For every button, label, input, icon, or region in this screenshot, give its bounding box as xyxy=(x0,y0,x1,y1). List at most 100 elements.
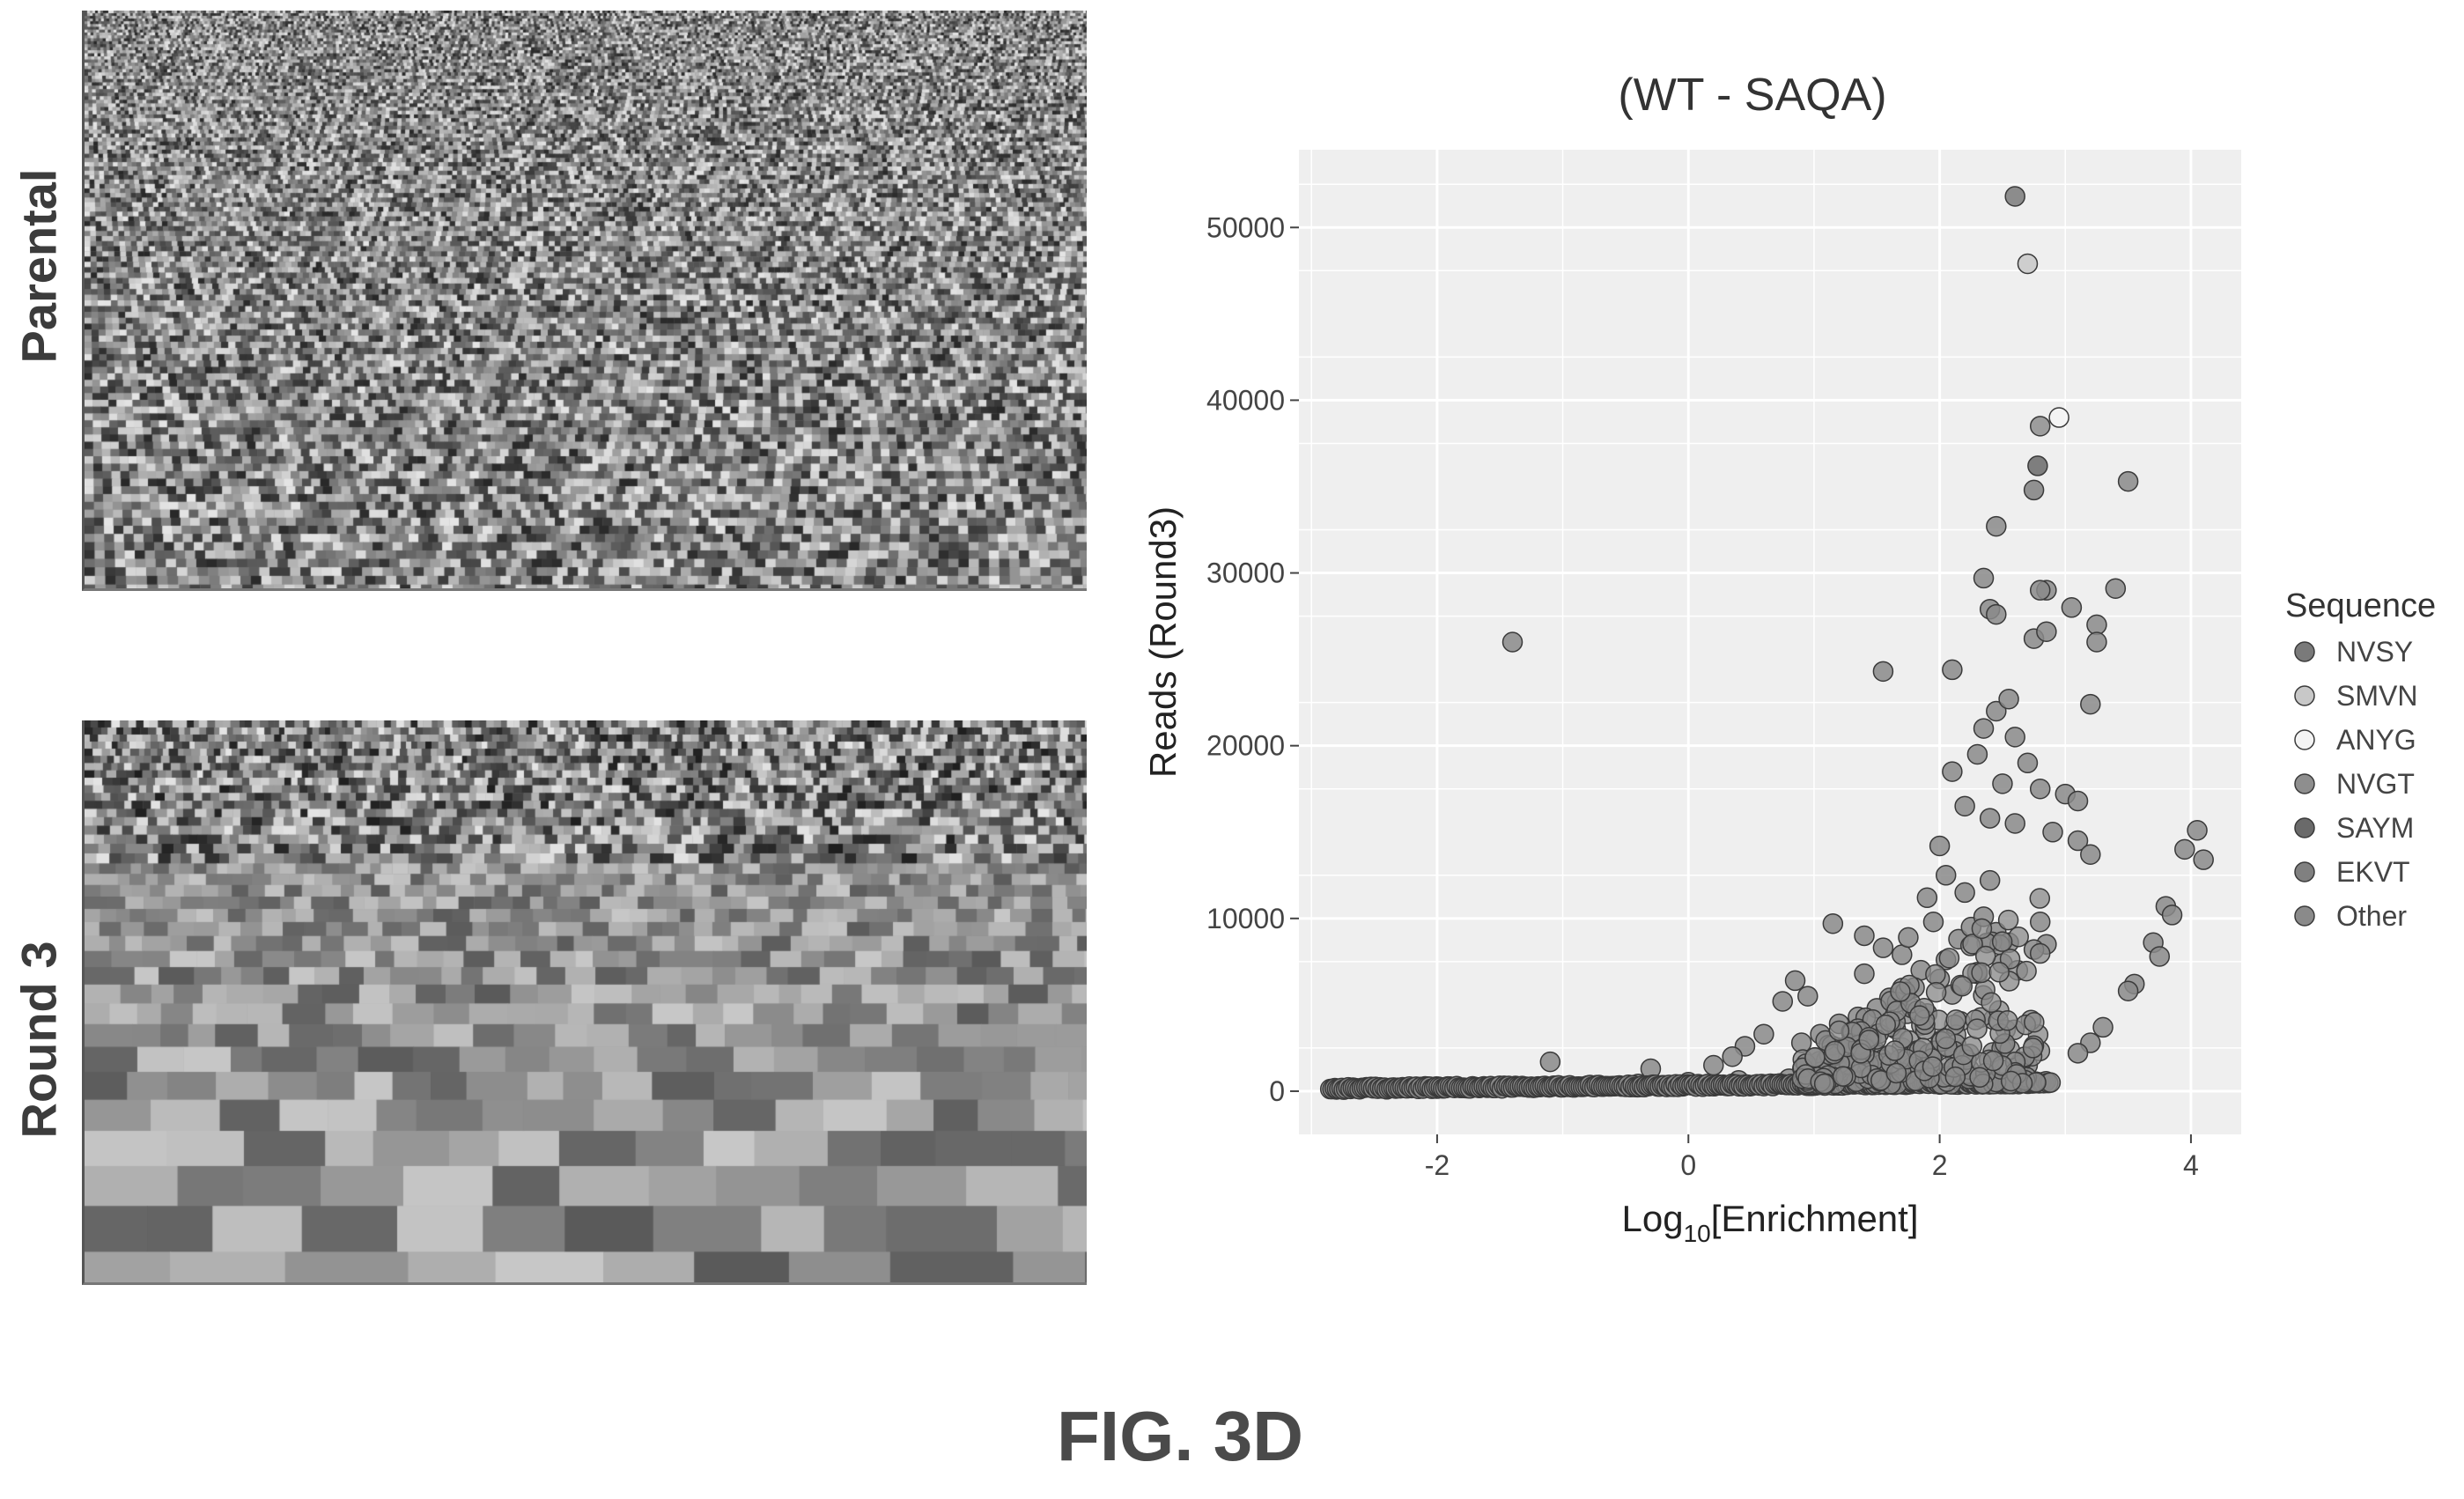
chart-title: (WT - SAQA) xyxy=(1618,70,1886,121)
data-point-other xyxy=(2149,946,2171,967)
data-point-other xyxy=(1875,1014,1897,1036)
y-tick-label: 20000 xyxy=(1206,730,1285,762)
data-point-other xyxy=(1966,743,1988,765)
data-point-other xyxy=(1703,1054,1724,1076)
data-point-other xyxy=(1954,882,1975,904)
data-point-other xyxy=(1922,911,1944,933)
data-point-other xyxy=(1929,835,1951,857)
legend-label-nvsy: NVSY xyxy=(2336,636,2413,668)
x-tick-label: 2 xyxy=(1932,1149,1948,1181)
data-point-other xyxy=(1973,567,1995,589)
data-point-other xyxy=(1998,688,2019,710)
y-axis-ticks: 0 10000 20000 30000 40000 50000 xyxy=(1206,211,1299,1107)
legend-items: NVSY SMVN ANYG NVGT SAYM EKVT Other xyxy=(2294,636,2417,932)
data-point-other xyxy=(1951,975,1973,997)
data-point-other xyxy=(1872,937,1894,958)
data-point-other xyxy=(1784,970,1806,992)
data-point-other xyxy=(2017,752,2039,774)
y-tick-label: 10000 xyxy=(1206,903,1285,934)
data-point-other xyxy=(2080,693,2101,715)
y-tick-label: 0 xyxy=(1269,1075,1285,1107)
data-point-other xyxy=(1996,1009,2018,1031)
data-point-other xyxy=(1945,1009,1966,1030)
data-point-other xyxy=(2016,960,2037,982)
data-point-other xyxy=(1890,981,1911,1002)
data-point-other xyxy=(1961,1036,1983,1057)
y-tick-label: 30000 xyxy=(1206,558,1285,589)
data-point-other xyxy=(1854,963,1875,985)
data-point-other xyxy=(1885,1062,1907,1084)
data-point-other xyxy=(1986,700,2007,722)
data-point-other xyxy=(1979,808,2001,829)
legend-label-nvgt: NVGT xyxy=(2336,768,2415,800)
data-point-other xyxy=(1772,991,1794,1012)
x-tick-label: 0 xyxy=(1680,1149,1696,1181)
x-axis-title-main: Log xyxy=(1622,1198,1684,1239)
data-point-other xyxy=(1797,986,1818,1007)
data-point-other xyxy=(1988,962,2010,983)
legend-key-ekvt xyxy=(2294,861,2315,882)
parental-heatmap-canvas xyxy=(85,11,1087,588)
grid-lines xyxy=(1299,150,2241,1134)
data-point-other xyxy=(1892,944,1913,965)
data-point-other xyxy=(2029,942,2051,964)
data-point-other xyxy=(1966,1018,1988,1039)
y-tick-label: 40000 xyxy=(1206,384,1285,416)
data-point-anyg xyxy=(2048,407,2069,428)
legend-key-anyg xyxy=(2294,729,2315,750)
data-point-other xyxy=(1833,1066,1854,1087)
data-point-other xyxy=(1898,927,1919,949)
data-point-other xyxy=(1908,1005,1930,1026)
data-point-other xyxy=(1954,795,1975,817)
data-point-other xyxy=(2174,838,2195,860)
data-point-other xyxy=(1824,1040,1846,1062)
data-point-other xyxy=(1501,631,1523,653)
data-point-other xyxy=(2067,1043,2089,1064)
data-point-other xyxy=(1722,1045,1743,1067)
data-point-other xyxy=(2029,888,2051,909)
data-point-other xyxy=(1986,603,2007,625)
legend-label-other: Other xyxy=(2336,900,2407,932)
data-point-other xyxy=(2193,849,2214,870)
data-point-other xyxy=(2105,578,2127,599)
legend-key-other xyxy=(2294,905,2315,927)
data-point-other xyxy=(2067,790,2089,812)
data-point-other xyxy=(2029,778,2051,800)
legend-key-nvsy xyxy=(2294,641,2315,662)
data-point-other xyxy=(1925,981,1947,1003)
x-tick-label: 4 xyxy=(2183,1149,2199,1181)
data-point-other xyxy=(1997,909,2019,931)
data-point-other xyxy=(1935,1028,1957,1050)
legend-label-ekvt: EKVT xyxy=(2336,856,2410,888)
legend: Sequence NVSY SMVN ANYG NVGT SAYM EKVT Other xyxy=(2285,587,2436,932)
data-point-other xyxy=(1942,659,1963,681)
round3-heatmap xyxy=(82,720,1087,1285)
data-point-other xyxy=(2004,727,2025,748)
data-point-other xyxy=(1992,773,2013,794)
data-point-other xyxy=(1916,887,1938,909)
data-point-other xyxy=(2061,597,2083,618)
data-point-other xyxy=(1813,1073,1835,1095)
legend-key-saym xyxy=(2294,817,2315,838)
x-axis-title: Log10[Enrichment] xyxy=(1622,1198,1919,1247)
data-point-other xyxy=(1822,912,1844,934)
legend-key-nvgt xyxy=(2294,773,2315,794)
data-point-other xyxy=(1981,992,2002,1013)
data-point-other xyxy=(2067,830,2089,852)
x-tick-label: -2 xyxy=(1425,1149,1450,1181)
parental-panel-label: Parental xyxy=(11,168,67,364)
data-point-other xyxy=(2029,911,2051,933)
parental-heatmap xyxy=(82,11,1087,591)
figure-caption: FIG. 3D xyxy=(1056,1397,1304,1475)
scatter-chart: (WT - SAQA) 0 10000 20000 30000 40000 50000 -… xyxy=(1142,70,2436,1247)
x-axis-title-subscript: 10 xyxy=(1684,1220,1711,1247)
plot-panel xyxy=(1299,150,2241,1134)
data-point-other xyxy=(1971,918,1993,940)
round3-panel-label: Round 3 xyxy=(11,941,67,1139)
data-point-other xyxy=(1942,761,1963,782)
data-point-other xyxy=(1938,948,1960,969)
data-point-other xyxy=(2042,822,2063,843)
data-point-other xyxy=(2004,813,2025,834)
data-point-other xyxy=(1979,869,2001,891)
data-point-other xyxy=(1828,1020,1850,1042)
